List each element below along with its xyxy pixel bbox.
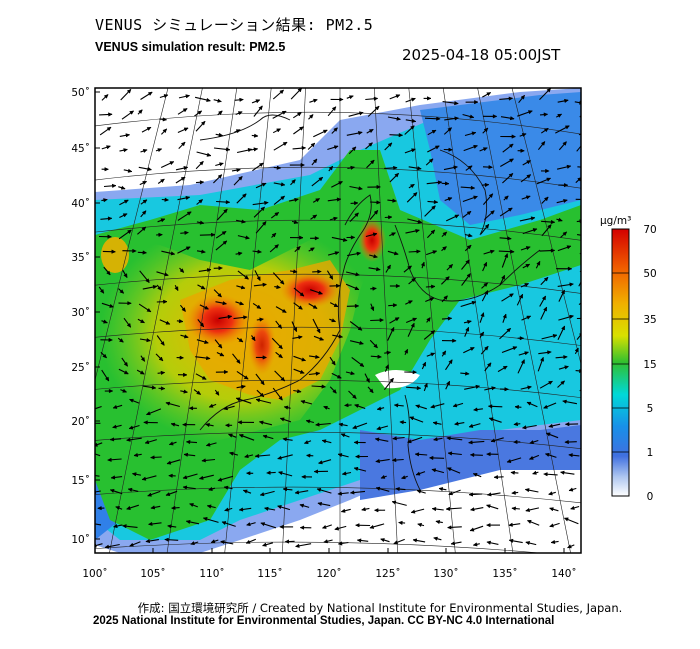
lon-label: 105˚ [140, 568, 165, 580]
lon-label: 120˚ [316, 568, 341, 580]
lon-label: 135˚ [492, 568, 517, 580]
lat-label: 50˚ [71, 87, 90, 99]
lat-label: 45˚ [71, 143, 90, 155]
colorbar: μg/m³ 70 50 35 15 5 1 0 [600, 215, 657, 503]
graticule [95, 88, 581, 553]
title-english: VENUS simulation result: PM2.5 [95, 40, 286, 54]
longitude-ticks: 100˚ 105˚ 110˚ 115˚ 120˚ 125˚ 130˚ 135˚ 140˚ [82, 548, 577, 580]
lon-label: 125˚ [375, 568, 400, 580]
title-japanese: VENUS シミュレーション結果: PM2.5 [95, 16, 374, 34]
colorbar-scale [611, 228, 630, 497]
lat-label: 35˚ [71, 252, 90, 264]
colorbar-tick-label: 15 [643, 359, 656, 371]
credit-line-1: 作成: 国立環境研究所 / Created by National Instit… [137, 601, 623, 615]
lon-label: 110˚ [199, 568, 224, 580]
colorbar-tick-label: 35 [643, 314, 656, 326]
lon-label: 130˚ [433, 568, 458, 580]
colorbar-unit: μg/m³ [600, 215, 631, 227]
lat-label: 15˚ [71, 475, 90, 487]
lat-label: 30˚ [71, 307, 90, 319]
lat-label: 20˚ [71, 416, 90, 428]
colorbar-tick-label: 0 [647, 491, 654, 503]
wind-vectors [95, 88, 581, 549]
lat-label: 40˚ [71, 198, 90, 210]
colorbar-tick-label: 70 [643, 224, 656, 236]
colorbar-tick-label: 1 [647, 447, 654, 459]
map-frame [94, 87, 582, 554]
lat-label: 10˚ [71, 534, 90, 546]
colorbar-tick-label: 50 [643, 268, 656, 280]
lon-label: 115˚ [257, 568, 282, 580]
lat-label: 25˚ [71, 362, 90, 374]
lon-label: 100˚ [82, 568, 107, 580]
latitude-ticks: 50˚ 45˚ 40˚ 35˚ 30˚ 25˚ 20˚ 15˚ 10˚ [71, 87, 100, 546]
colorbar-tick-label: 5 [647, 403, 654, 415]
lon-label: 140˚ [551, 568, 576, 580]
coastlines [199, 114, 541, 491]
credit-line-2: 2025 National Institute for Environmenta… [93, 615, 555, 627]
timestamp: 2025-04-18 05:00JST [402, 46, 561, 64]
concentration-field [95, 88, 581, 553]
